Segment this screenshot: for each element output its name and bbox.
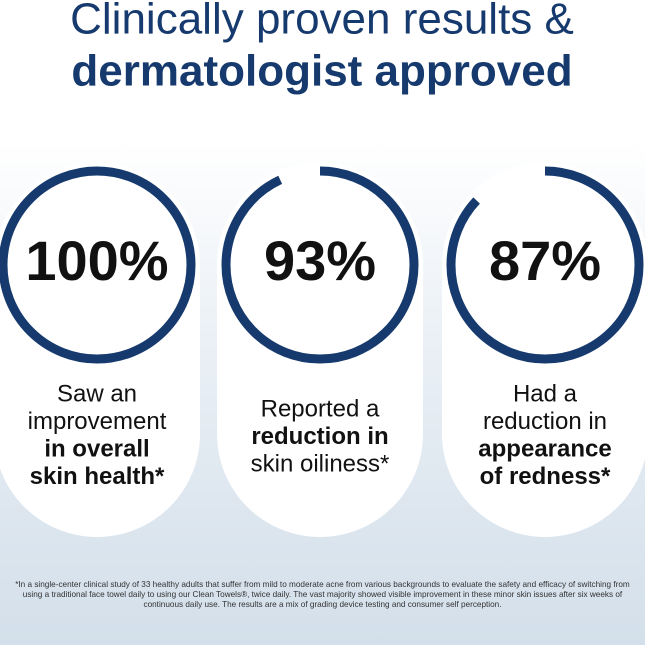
stat-text: skin oiliness* bbox=[251, 450, 390, 477]
stat-text: of redness* bbox=[480, 463, 611, 490]
stat-value: 100% bbox=[25, 229, 168, 292]
stat-text: reduction in bbox=[251, 423, 388, 450]
progress-ring bbox=[0, 166, 196, 364]
stat-text: skin health* bbox=[30, 463, 165, 490]
footnote: *In a single-center clinical study of 33… bbox=[15, 580, 630, 609]
stat-text: Saw an bbox=[57, 380, 137, 407]
stat-text: reduction in bbox=[483, 408, 607, 435]
progress-ring bbox=[221, 166, 419, 364]
progress-ring bbox=[446, 166, 644, 364]
stat-text: in overall bbox=[44, 435, 149, 462]
stat-value: 93% bbox=[264, 229, 376, 292]
stat-text: Had a bbox=[513, 380, 578, 407]
card bbox=[217, 162, 423, 537]
stat-text: Reported a bbox=[261, 395, 380, 422]
stat-value: 87% bbox=[489, 229, 601, 292]
card bbox=[442, 162, 645, 537]
title-line: Clinically proven results & bbox=[70, 0, 574, 44]
stat-text: appearance bbox=[478, 435, 611, 462]
stat-text: improvement bbox=[28, 408, 167, 435]
title-line-bold: dermatologist approved bbox=[71, 47, 572, 96]
card bbox=[0, 162, 200, 537]
